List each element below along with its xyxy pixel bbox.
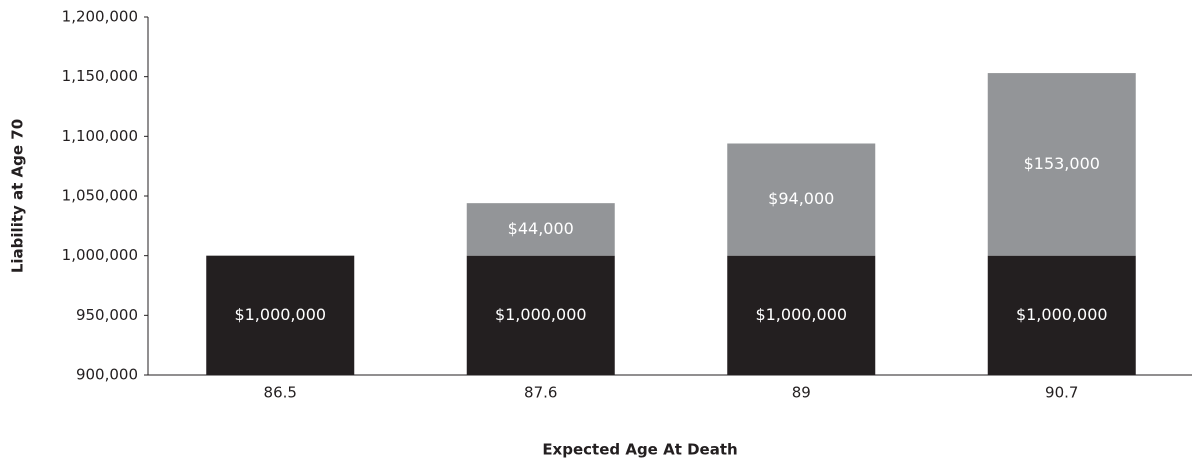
x-tick-label: 87.6 xyxy=(524,384,557,402)
y-tick-label: 950,000 xyxy=(76,306,138,324)
bar-segment xyxy=(727,255,876,375)
y-tick-label: 1,000,000 xyxy=(62,246,138,264)
data-label: $44,000 xyxy=(508,219,574,238)
data-label: $1,000,000 xyxy=(234,305,326,324)
bar-segment xyxy=(206,255,355,375)
bar-segment xyxy=(987,73,1136,256)
y-tick-label: 1,150,000 xyxy=(62,67,138,85)
y-tick-label: 1,100,000 xyxy=(62,127,138,145)
data-label: $1,000,000 xyxy=(1016,305,1108,324)
x-tick-label: 90.7 xyxy=(1045,384,1078,402)
x-tick-label: 89 xyxy=(792,384,811,402)
y-tick-label: 900,000 xyxy=(76,366,138,384)
data-label: $1,000,000 xyxy=(755,305,847,324)
data-label: $153,000 xyxy=(1024,154,1100,173)
y-axis-title: Liability at Age 70 xyxy=(9,119,27,273)
data-label: $94,000 xyxy=(768,189,834,208)
data-label: $1,000,000 xyxy=(495,305,587,324)
y-tick-label: 1,200,000 xyxy=(62,8,138,26)
y-tick-label: 1,050,000 xyxy=(62,187,138,205)
bar-segment xyxy=(466,203,615,256)
bar-segment xyxy=(727,143,876,256)
bar-segment xyxy=(987,255,1136,375)
bar-segment xyxy=(466,255,615,375)
x-tick-label: 86.5 xyxy=(264,384,297,402)
x-axis-title: Expected Age At Death xyxy=(542,441,737,459)
